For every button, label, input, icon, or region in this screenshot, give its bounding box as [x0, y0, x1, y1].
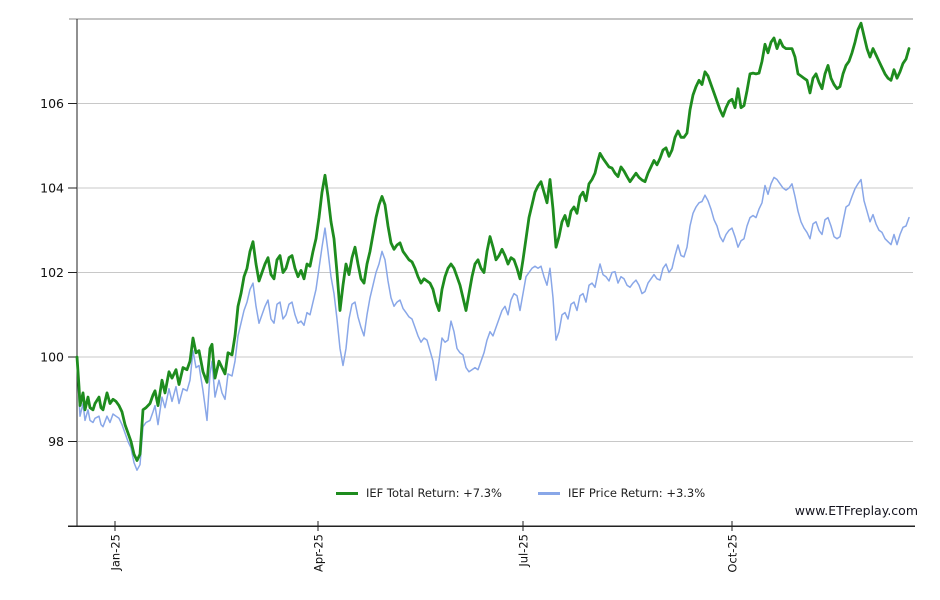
chart-legend: IEF Total Return: +7.3% IEF Price Return… [336, 486, 705, 500]
x-tick-label: Oct-25 [726, 534, 740, 573]
etfreplay-watermark: www.ETFreplay.com [794, 503, 918, 518]
y-tick-label: 98 [48, 434, 64, 449]
total-return-line-swatch [336, 491, 358, 495]
y-tick-label: 102 [40, 265, 64, 280]
x-tick-label: Apr-25 [312, 534, 326, 572]
price-return-line [76, 176, 910, 471]
legend-item-price-return: IEF Price Return: +3.3% [537, 486, 706, 500]
legend-label-price-return: IEF Price Return: +3.3% [567, 486, 706, 500]
y-tick-label: 100 [40, 350, 64, 365]
y-tick-label: 104 [40, 181, 64, 196]
price-return-line-swatch [537, 491, 560, 495]
total-return-line [75, 21, 911, 462]
y-tick-label: 106 [40, 96, 64, 111]
x-tick-label: Jul-25 [517, 534, 531, 568]
x-tick-label: Jan-25 [109, 534, 123, 572]
legend-label-total-return: IEF Total Return: +7.3% [366, 486, 502, 500]
legend-item-total-return: IEF Total Return: +7.3% [336, 486, 502, 500]
